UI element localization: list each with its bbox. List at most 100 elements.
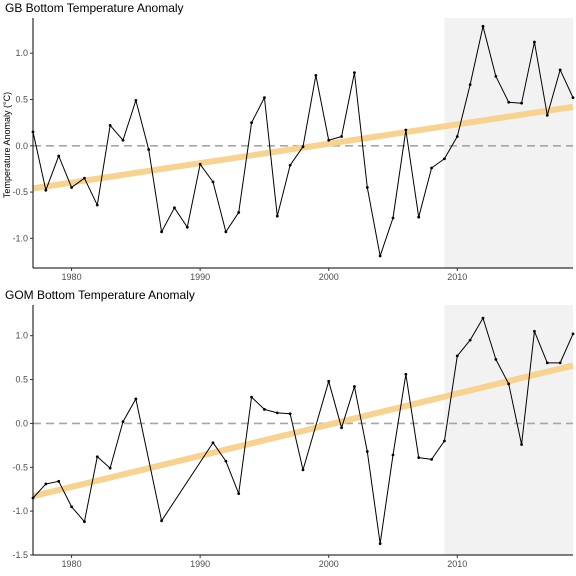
gom-x-tick-label: 1990 — [190, 559, 210, 569]
gb-data-point — [288, 163, 292, 167]
gb-data-point — [430, 166, 433, 170]
gb-data-point — [558, 68, 562, 72]
gb-data-point — [134, 99, 138, 102]
gb-data-point — [353, 71, 356, 75]
gb-data-point — [468, 83, 472, 87]
gb-data-point — [533, 40, 536, 44]
gb-data-point — [481, 24, 485, 28]
gom-data-point — [83, 520, 86, 524]
gom-data-point — [288, 412, 292, 416]
gb-data-point — [494, 74, 498, 78]
gom-y-tick-label: -0.5 — [12, 462, 28, 472]
gb-data-point — [275, 214, 279, 218]
gom-data-point — [365, 450, 369, 453]
gom-y-tick-label: -1.5 — [12, 550, 28, 560]
gom-data-point — [108, 466, 112, 470]
gb-data-point — [198, 162, 202, 166]
gb-data-point — [417, 215, 421, 219]
gb-x-tick-label: 2010 — [447, 272, 467, 282]
gom-shaded-region — [444, 305, 573, 555]
gom-data-point — [417, 456, 421, 460]
gom-y-tick-label: 1.0 — [15, 331, 28, 341]
gb-x-tick-label: 1990 — [190, 272, 210, 282]
gb-y-tick-label: -1.0 — [12, 233, 28, 243]
gom-x-tick-label: 2010 — [447, 559, 467, 569]
gb-data-point — [571, 96, 575, 100]
gb-shaded-region — [444, 18, 573, 268]
gom-data-point — [391, 453, 395, 457]
gom-data-point — [224, 459, 228, 463]
gom-data-point — [378, 542, 382, 545]
gom-data-point — [327, 379, 331, 383]
gb-data-point — [173, 206, 176, 210]
gb-data-point — [70, 186, 73, 189]
gom-panel: GOM Bottom Temperature Anomaly -1.5 -1.0 -… — [5, 288, 575, 569]
gom-data-point — [558, 361, 562, 365]
gb-data-point — [327, 138, 331, 142]
gb-data-point — [147, 148, 151, 151]
gom-data-point — [263, 407, 266, 411]
gb-data-point — [340, 135, 343, 138]
gb-data-point — [185, 225, 189, 229]
gom-y-tick-label: 0.0 — [15, 418, 28, 428]
gom-data-point — [340, 426, 343, 430]
gb-data-point — [57, 154, 61, 158]
gb-panel-title: GB Bottom Temperature Anomaly — [5, 1, 184, 15]
gom-data-point — [70, 505, 73, 509]
gb-data-point — [314, 74, 318, 77]
gb-data-point — [160, 230, 163, 234]
gom-data-point — [250, 395, 253, 399]
gb-data-point — [250, 121, 253, 125]
gom-data-point — [571, 332, 575, 336]
gb-data-point — [108, 124, 112, 127]
gom-data-point — [57, 479, 61, 483]
gom-data-point — [134, 397, 138, 401]
gom-data-point — [211, 441, 215, 445]
gb-y-tick-label: 0.0 — [15, 141, 28, 151]
gom-data-point — [404, 372, 408, 376]
gom-data-point — [533, 329, 536, 333]
gom-data-point — [545, 361, 549, 365]
gb-data-point — [455, 135, 459, 138]
gom-panel-title: GOM Bottom Temperature Anomaly — [5, 288, 195, 302]
gb-data-point — [378, 254, 382, 258]
gb-data-point — [545, 113, 549, 117]
gb-y-tick-label: 1.0 — [15, 48, 28, 58]
gb-data-point — [391, 216, 395, 220]
gom-x-tick-label: 2000 — [319, 559, 339, 569]
gb-data-point — [83, 176, 86, 180]
gom-y-tick-label: -1.0 — [12, 506, 28, 516]
gb-data-point — [263, 96, 266, 100]
gom-data-point — [237, 492, 241, 495]
gb-data-point — [237, 211, 241, 214]
gb-data-point — [95, 203, 99, 207]
gb-y-axis-title: Temperature Anomaly (°C) — [2, 92, 12, 198]
gom-data-point — [481, 316, 485, 320]
gom-data-point — [160, 519, 163, 523]
gb-y-tick-label: -0.5 — [12, 187, 28, 197]
gb-data-point — [301, 145, 305, 149]
gom-data-point — [443, 439, 446, 443]
gom-data-point — [507, 382, 511, 386]
gom-data-point — [353, 385, 356, 388]
gom-data-point — [44, 482, 48, 486]
gb-data-point — [404, 128, 408, 132]
gom-data-point — [455, 354, 459, 358]
gom-data-point — [520, 443, 523, 446]
gb-y-tick-label: 0.5 — [15, 94, 28, 104]
gb-data-point — [365, 186, 369, 189]
gom-series-line — [32, 317, 574, 545]
gom-data-point — [121, 420, 125, 424]
gom-data-point — [95, 455, 99, 459]
gom-x-tick-label: 1980 — [62, 559, 82, 569]
gb-panel: GB Bottom Temperature Anomaly Temperatur… — [2, 1, 575, 282]
gom-data-point — [494, 357, 498, 361]
gom-y-tick-label: 0.5 — [15, 375, 28, 385]
gb-data-point — [121, 138, 125, 142]
gb-data-point — [44, 188, 48, 192]
gb-x-tick-label: 2000 — [319, 272, 339, 282]
gb-data-point — [507, 100, 511, 104]
gom-data-point — [275, 411, 279, 415]
gb-data-point — [224, 230, 228, 234]
